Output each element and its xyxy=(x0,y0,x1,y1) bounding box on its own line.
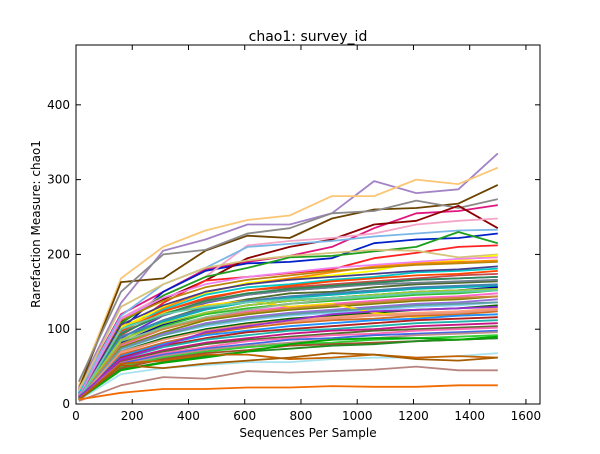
series-line-56 xyxy=(78,353,498,401)
series-line-46 xyxy=(78,256,498,397)
x-tick-label: 400 xyxy=(177,409,200,423)
series-line-9 xyxy=(78,228,498,393)
series-line-0 xyxy=(77,152,499,388)
series-line-42 xyxy=(78,261,498,400)
y-tick-label: 0 xyxy=(62,397,70,411)
x-tick-label: 1000 xyxy=(342,409,373,423)
series-line-59 xyxy=(78,384,498,401)
x-tick-label: 1200 xyxy=(398,409,429,423)
series-line-58 xyxy=(78,365,498,402)
series-line-34 xyxy=(78,326,498,399)
series-line-53 xyxy=(78,305,498,398)
y-axis-ticks: 0 100 200 300 400 xyxy=(47,98,540,411)
series-line-31 xyxy=(78,319,498,400)
series-line-45 xyxy=(78,276,498,398)
series-line-43 xyxy=(78,265,498,399)
series-line-29 xyxy=(78,313,498,398)
series-line-49 xyxy=(78,295,498,400)
series-line-11 xyxy=(77,249,498,391)
series-line-2 xyxy=(77,184,499,390)
y-tick-label: 100 xyxy=(47,322,70,336)
series-line-48 xyxy=(78,287,498,399)
series-line-44 xyxy=(78,270,498,399)
series-line-51 xyxy=(78,308,498,400)
series-line-22 xyxy=(78,295,498,399)
series-line-55 xyxy=(78,335,498,401)
series-line-35 xyxy=(78,329,498,400)
series-line-36 xyxy=(78,331,498,401)
series-line-18 xyxy=(78,284,498,397)
y-tick-label: 400 xyxy=(47,98,70,112)
series-lines xyxy=(77,152,499,402)
x-tick-label: 600 xyxy=(233,409,256,423)
series-line-33 xyxy=(78,325,498,400)
series-line-52 xyxy=(78,289,498,400)
x-tick-label: 1600 xyxy=(511,409,542,423)
series-line-32 xyxy=(78,322,498,399)
y-axis-label: Rarefaction Measure: chao1 xyxy=(29,140,43,308)
plot-area-frame xyxy=(75,44,541,405)
chart-title: chao1: survey_id xyxy=(249,29,368,45)
series-line-7 xyxy=(78,217,498,390)
y-tick-label: 300 xyxy=(47,173,70,187)
series-line-3 xyxy=(77,198,498,382)
y-tick-label: 200 xyxy=(47,247,70,261)
series-line-14 xyxy=(78,267,498,394)
x-axis-ticks: 0 200 400 600 800 1000 1200 1400 1600 xyxy=(72,45,541,423)
x-tick-label: 800 xyxy=(290,409,313,423)
x-tick-label: 0 xyxy=(72,409,80,423)
series-line-23 xyxy=(78,298,498,398)
x-axis-label: Sequences Per Sample xyxy=(239,426,376,440)
series-line-28 xyxy=(78,310,498,399)
x-tick-label: 1400 xyxy=(454,409,485,423)
series-line-1 xyxy=(77,166,499,386)
series-line-57 xyxy=(78,352,498,401)
x-tick-label: 200 xyxy=(121,409,144,423)
series-line-50 xyxy=(78,301,498,399)
series-line-47 xyxy=(78,283,498,398)
